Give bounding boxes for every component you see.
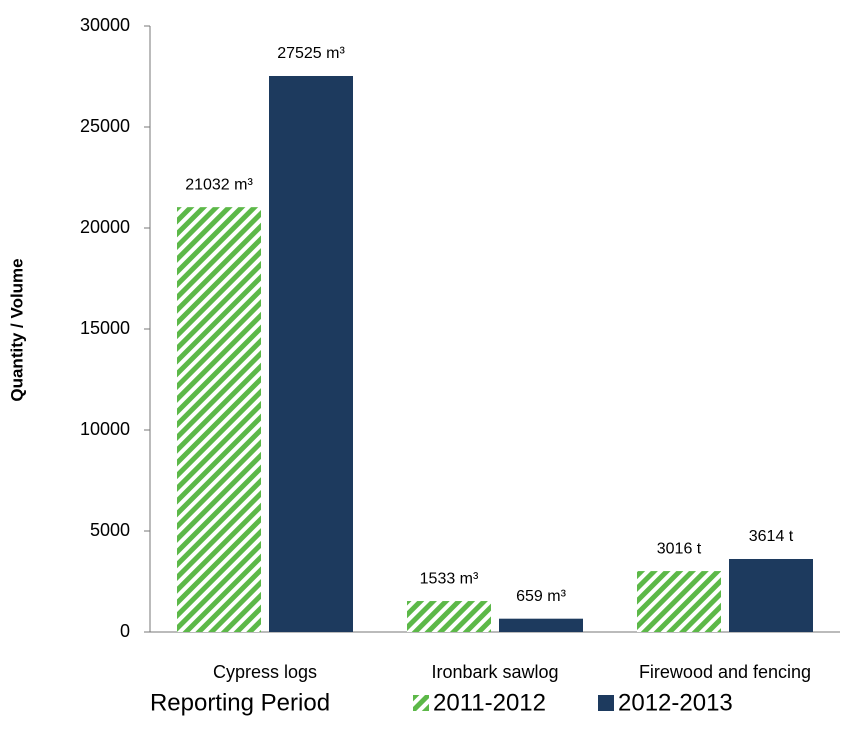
y-tick-label: 20000	[80, 217, 130, 237]
y-tick-label: 25000	[80, 116, 130, 136]
bar	[499, 618, 583, 632]
y-tick-label: 0	[120, 621, 130, 641]
bar	[729, 558, 813, 632]
y-tick-label: 5000	[90, 520, 130, 540]
x-tick-label: Cypress logs	[213, 662, 317, 682]
x-tick-label: Ironbark sawlog	[431, 662, 558, 682]
y-tick-label: 30000	[80, 15, 130, 35]
value-label: 21032 m³	[185, 176, 253, 193]
bar	[637, 571, 721, 632]
y-tick-label: 15000	[80, 318, 130, 338]
value-label: 3614 t	[749, 528, 794, 545]
value-label: 1533 m³	[420, 570, 479, 587]
bar	[269, 75, 353, 633]
legend-swatch	[413, 695, 429, 711]
y-axis-title: Quantity / Volume	[7, 258, 26, 401]
legend-title: Reporting Period	[150, 689, 330, 716]
y-tick-label: 10000	[80, 419, 130, 439]
legend-label: 2011-2012	[433, 689, 546, 716]
value-label: 3016 t	[657, 540, 702, 557]
x-tick-label: Firewood and fencing	[639, 662, 811, 682]
value-label: 27525 m³	[277, 45, 345, 62]
legend-label: 2012-2013	[618, 689, 733, 716]
value-label: 659 m³	[516, 588, 566, 605]
bar	[177, 207, 261, 632]
bar	[407, 601, 491, 632]
legend-swatch	[598, 695, 614, 711]
